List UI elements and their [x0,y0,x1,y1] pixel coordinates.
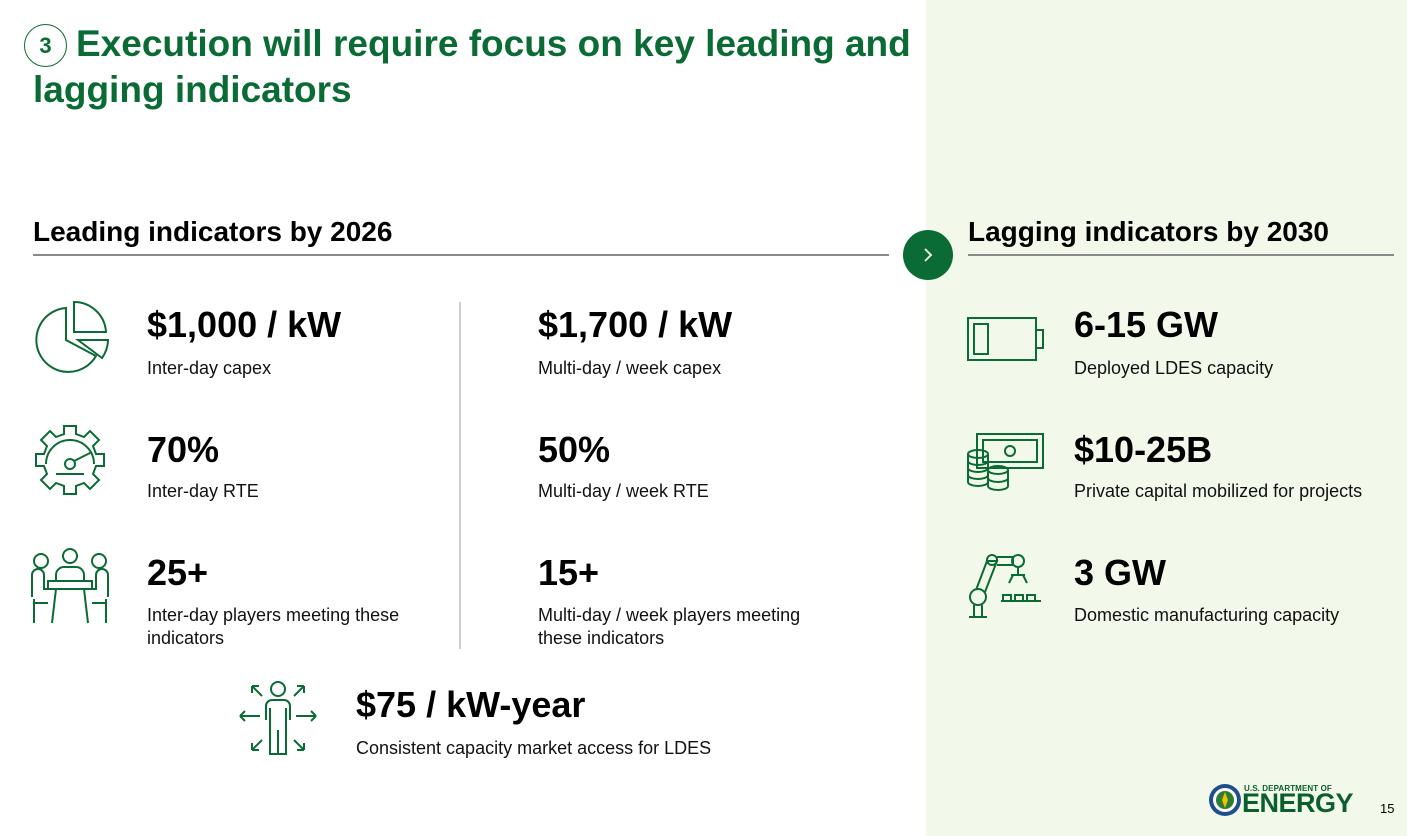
metric-label: Private capital mobilized for projects [1074,481,1363,501]
pie-chart-icon [30,300,110,385]
slide-title: Execution will require focus on key lead… [33,23,911,110]
metric-value: 15+ [538,552,600,593]
logo-top-text: U.S. DEPARTMENT OF [1244,784,1332,793]
metric-label: Multi-day / week capex [538,358,722,378]
gear-gauge-icon [30,424,110,509]
doe-logo: U.S. DEPARTMENT OF ENERGY [1208,780,1358,820]
lagging-panel-background [926,0,1407,836]
metric-label: Domestic manufacturing capacity [1074,605,1340,625]
slide-number-badge: 3 [24,24,67,67]
chevron-right-icon [903,230,953,280]
leading-heading: Leading indicators by 2026 [33,216,393,247]
metric-label: Deployed LDES capacity [1074,358,1274,378]
logo-main-text: ENERGY [1242,788,1354,818]
meeting-people-icon [30,547,110,632]
metric-label: Multi-day / week players meeting these i… [538,605,801,648]
metric-label: Multi-day / week RTE [538,481,709,501]
battery-icon [965,300,1045,385]
metric-value: 6-15 GW [1074,304,1219,345]
person-arrows-icon [238,678,318,763]
column-divider [459,302,461,649]
lagging-rule [968,254,1394,256]
metric-value: 70% [147,429,220,470]
metric-value: $10-25B [1074,429,1213,470]
metric-value: 50% [538,429,611,470]
metric-value: $1,000 / kW [147,304,342,345]
metric-value: $75 / kW-year [356,684,586,725]
money-coins-icon [965,424,1045,509]
metric-value: $1,700 / kW [538,304,733,345]
metric-label: Consistent capacity market access for LD… [356,738,712,758]
robot-arm-icon [965,547,1045,632]
metric-label: Inter-day RTE [147,481,259,501]
metric-value: 3 GW [1074,552,1167,593]
doe-seal-icon [1209,784,1241,816]
metric-label: Inter-day capex [147,358,272,378]
leading-rule [33,254,889,256]
metric-label: Inter-day players meeting these indicato… [147,605,400,648]
metric-value: 25+ [147,552,209,593]
page-number: 15 [1380,801,1395,816]
lagging-heading: Lagging indicators by 2030 [968,216,1329,247]
